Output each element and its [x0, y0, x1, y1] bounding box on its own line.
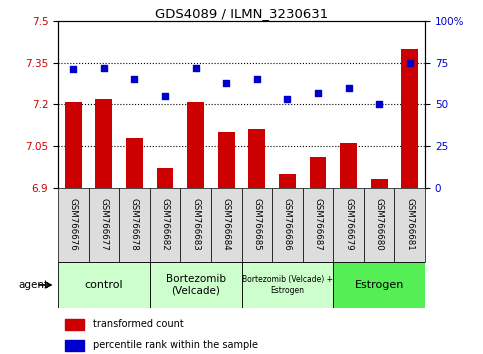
Bar — [156, 168, 173, 188]
Text: agent: agent — [18, 280, 48, 290]
Text: GSM766679: GSM766679 — [344, 199, 353, 251]
Title: GDS4089 / ILMN_3230631: GDS4089 / ILMN_3230631 — [155, 7, 328, 20]
Point — [375, 102, 383, 107]
Point — [314, 90, 322, 96]
Point — [222, 80, 230, 86]
Bar — [58, 262, 150, 308]
Bar — [58, 188, 88, 262]
Text: Bortezomib (Velcade) +
Estrogen: Bortezomib (Velcade) + Estrogen — [242, 275, 333, 295]
Bar — [126, 138, 143, 188]
Text: GSM766687: GSM766687 — [313, 198, 323, 251]
Bar — [310, 157, 327, 188]
Bar — [88, 188, 119, 262]
Bar — [211, 188, 242, 262]
Point — [192, 65, 199, 71]
Bar — [150, 262, 242, 308]
Text: GSM766680: GSM766680 — [375, 198, 384, 251]
Bar — [395, 188, 425, 262]
Text: GSM766684: GSM766684 — [222, 198, 231, 251]
Point — [284, 97, 291, 102]
Bar — [303, 188, 333, 262]
Bar — [187, 102, 204, 188]
Point — [70, 67, 77, 72]
Bar — [218, 132, 235, 188]
Bar — [180, 188, 211, 262]
Text: percentile rank within the sample: percentile rank within the sample — [93, 341, 258, 350]
Text: control: control — [85, 280, 123, 290]
Text: transformed count: transformed count — [93, 319, 184, 330]
Text: GSM766681: GSM766681 — [405, 198, 414, 251]
Text: GSM766686: GSM766686 — [283, 198, 292, 251]
Text: GSM766685: GSM766685 — [252, 198, 261, 251]
Point — [161, 93, 169, 99]
Text: GSM766678: GSM766678 — [130, 198, 139, 251]
Bar — [340, 143, 357, 188]
Bar — [242, 262, 333, 308]
Point — [406, 60, 413, 66]
Bar — [333, 188, 364, 262]
Bar — [65, 102, 82, 188]
Bar — [401, 49, 418, 188]
Bar — [242, 188, 272, 262]
Bar — [119, 188, 150, 262]
Point — [130, 77, 138, 82]
Text: Estrogen: Estrogen — [355, 280, 404, 290]
Text: GSM766676: GSM766676 — [69, 198, 78, 251]
Point — [253, 77, 261, 82]
Bar — [364, 188, 395, 262]
Bar — [272, 188, 303, 262]
Bar — [371, 179, 387, 188]
Bar — [248, 130, 265, 188]
Text: GSM766682: GSM766682 — [160, 198, 170, 251]
Bar — [96, 99, 112, 188]
Bar — [150, 188, 180, 262]
Bar — [333, 262, 425, 308]
Point — [345, 85, 353, 91]
Text: Bortezomib
(Velcade): Bortezomib (Velcade) — [166, 274, 226, 296]
Bar — [65, 340, 84, 351]
Text: GSM766677: GSM766677 — [99, 198, 108, 251]
Text: GSM766683: GSM766683 — [191, 198, 200, 251]
Point — [100, 65, 108, 71]
Bar — [65, 319, 84, 330]
Bar — [279, 174, 296, 188]
